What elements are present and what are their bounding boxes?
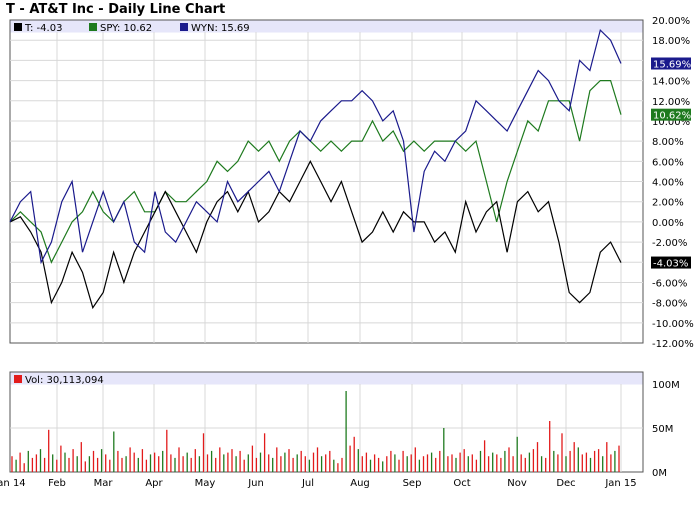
price-y-tick-label: -6.00% <box>652 278 687 289</box>
last-value-label-t: -4.03% <box>653 259 688 270</box>
last-value-label-spy: 10.62% <box>653 111 691 122</box>
volume-legend-band <box>10 372 643 385</box>
legend-band <box>10 20 643 33</box>
legend-label-t: T: -4.03 <box>24 23 62 34</box>
price-y-tick-label: 0.00% <box>652 218 684 229</box>
price-y-tick-label: 8.00% <box>652 137 684 148</box>
price-y-tick-label: 6.00% <box>652 157 684 168</box>
price-y-tick-label: 4.00% <box>652 178 684 189</box>
legend-swatch-wyn <box>180 23 188 31</box>
price-y-tick-label: 18.00% <box>652 36 690 47</box>
price-y-tick-label: 2.00% <box>652 198 684 209</box>
x-axis: Jan 14 Feb Mar Apr May Jun Jul Aug Sep Oct Nov Dec J… <box>0 478 637 489</box>
legend: T: -4.03 SPY: 10.62 WYN: 15.69 <box>14 23 250 34</box>
x-tick-label: Oct <box>453 478 470 489</box>
last-value-badge-wyn <box>651 57 691 70</box>
series-line-wyn <box>9 28 622 265</box>
x-tick-label: Jul <box>301 478 314 489</box>
price-y-tick-label: 12.00% <box>652 97 690 108</box>
last-value-label-wyn: 15.69% <box>653 60 691 71</box>
chart-title: T - AT&T Inc - Daily Line Chart <box>6 2 226 17</box>
volume-y-tick-label: 0M <box>652 468 667 479</box>
volume-y-tick-label: 100M <box>652 380 680 391</box>
series-line-spy <box>9 79 622 264</box>
legend-swatch-t <box>14 23 22 31</box>
last-value-badge-spy <box>651 108 691 121</box>
x-tick-label: Mar <box>94 478 114 489</box>
x-tick-label: Jun <box>247 478 264 489</box>
legend-label-spy: SPY: 10.62 <box>100 23 152 34</box>
price-y-tick-label: 10.00% <box>652 117 690 128</box>
volume-y-axis: 100M 50M 0M <box>652 380 680 479</box>
volume-swatch <box>14 375 22 383</box>
x-tick-label: Jan 15 <box>604 478 636 489</box>
x-tick-label: Nov <box>507 478 527 489</box>
series-lines <box>9 28 622 310</box>
legend-label-wyn: WYN: 15.69 <box>191 23 250 34</box>
price-y-tick-label: -2.00% <box>652 238 687 249</box>
x-tick-label: Sep <box>403 478 422 489</box>
x-tick-label: Apr <box>145 478 163 489</box>
x-tick-label: May <box>195 478 216 489</box>
legend-swatch-spy <box>89 23 97 31</box>
price-y-tick-label: -10.00% <box>652 319 694 330</box>
x-tick-label: Aug <box>350 478 370 489</box>
last-value-labels: -4.03% 10.62% 15.69% <box>651 57 691 270</box>
price-y-tick-label: 14.00% <box>652 77 690 88</box>
volume-bars <box>11 391 620 472</box>
last-value-badge-t <box>651 256 691 269</box>
volume-y-tick-label: 50M <box>652 424 673 435</box>
x-tick-label: Feb <box>48 478 66 489</box>
x-tick-label: Jan 14 <box>0 478 26 489</box>
price-y-tick-label: 20.00% <box>652 16 690 27</box>
volume-panel-border <box>9 371 644 473</box>
price-y-tick-label: -8.00% <box>652 299 687 310</box>
volume-label: Vol: 30,113,094 <box>25 375 104 386</box>
series-line-t <box>9 159 622 310</box>
x-tick-label: Dec <box>556 478 575 489</box>
price-y-tick-label: -12.00% <box>652 339 694 350</box>
